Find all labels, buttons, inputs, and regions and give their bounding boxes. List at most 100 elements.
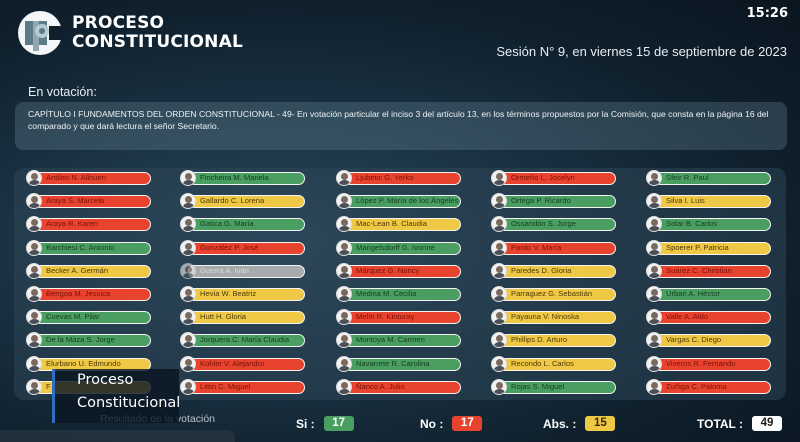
avatar: [336, 216, 352, 233]
brand-logo: PROCESO CONSTITUCIONAL: [17, 10, 243, 56]
voter-item: Ñanco A. Julio: [336, 378, 461, 395]
voter-name: Barchiesi C. Antonio: [34, 241, 151, 255]
voter-name: Bengoa M. Jessica: [34, 287, 151, 301]
voter-item: López P. María de los Ángeles: [336, 193, 461, 210]
si-label: Si :: [296, 416, 315, 431]
voter-name: Solar B. Carlos: [654, 218, 771, 232]
voter-item: Ljubetic G. Yerko: [336, 170, 461, 186]
voter-item: Vargas C. Diego: [646, 332, 771, 349]
voter-item: Ortega P. Ricardo: [491, 193, 616, 210]
voter-column-2: Fincheira M. Mariela Gallardo C. Lorena …: [180, 170, 305, 404]
voter-name: Suarez C. Christian: [654, 264, 771, 278]
brand-line-2: CONSTITUCIONAL: [72, 32, 243, 52]
avatar: [180, 170, 196, 186]
voter-name: Navarrete R. Carolina: [344, 357, 461, 371]
avatar: [491, 216, 507, 233]
avatar: [336, 193, 352, 210]
voter-item: Urban A. Héctor: [646, 285, 771, 302]
avatar: [646, 309, 662, 326]
avatar: [491, 239, 507, 256]
tally-no: No : 17: [420, 416, 483, 431]
voter-item: Spoerer P. Patricia: [646, 239, 771, 256]
voter-item: Suarez C. Christian: [646, 262, 771, 279]
voter-item: Guerra A. Iván: [180, 262, 305, 279]
avatar: [180, 285, 196, 302]
voter-name: Hevia W. Beatriz: [188, 287, 305, 301]
avatar: [491, 355, 507, 372]
si-count: 17: [323, 416, 354, 431]
avatar: [180, 332, 196, 349]
avatar: [336, 309, 352, 326]
voter-name: Medina M. Cecilia: [344, 287, 461, 301]
voter-name: Fincheira M. Mariela: [188, 172, 305, 185]
voter-item: Fincheira M. Mariela: [180, 170, 305, 186]
voter-item: Elurbano U. Edmundo: [26, 355, 151, 372]
voter-item: Littin C. Miguel: [180, 378, 305, 395]
avatar: [646, 285, 662, 302]
tally-abs: Abs. : 15: [543, 416, 616, 431]
avatar: [180, 262, 196, 279]
abs-count: 15: [585, 416, 616, 431]
voter-item: Cuevas M. Pilar: [26, 309, 151, 326]
tally-total: TOTAL : 49: [697, 416, 782, 431]
voter-item: Barchiesi C. Antonio: [26, 239, 151, 256]
voter-name: Silva I. Luis: [654, 195, 771, 209]
avatar: [26, 378, 42, 395]
avatar: [26, 309, 42, 326]
voter-item: Zuñiga C. Paloma: [646, 378, 771, 395]
avatar: [180, 355, 196, 372]
voter-item: Jorquera C. María Claudia: [180, 332, 305, 349]
voter-name: Pardo V. María: [499, 241, 616, 255]
voter-item: Gallardo C. Lorena: [180, 193, 305, 210]
voter-item: Araya S. Marcela: [26, 193, 151, 210]
voter-name: Melín R. Kinturay: [344, 311, 461, 325]
tally-si: Si : 17: [296, 416, 354, 431]
voter-item: Hutt H. Gloria: [180, 309, 305, 326]
total-count: 49: [752, 416, 782, 431]
avatar: [491, 378, 507, 395]
bottom-bar: [0, 430, 235, 442]
voter-name: Araya S. Marcela: [34, 195, 151, 209]
avatar: [336, 170, 352, 186]
voter-item: De la Maza S. Jorge: [26, 332, 151, 349]
voter-item: Paredes D. Gloria: [491, 262, 616, 279]
avatar: [26, 170, 42, 186]
voter-item: Rojas S. Miguel: [491, 378, 616, 395]
channel-watermark: Proceso Constitucional: [52, 369, 180, 423]
voter-item: Phillips D. Arturo: [491, 332, 616, 349]
avatar: [491, 309, 507, 326]
voter-name: Becker A. Germán: [34, 264, 151, 278]
voter-name: Márquez G. Nancy: [344, 264, 461, 278]
no-label: No :: [420, 416, 444, 431]
voter-column-5: Sfeir R. Paul Silva I. Luis Solar B. Car…: [646, 170, 771, 404]
voter-name: Phillips D. Arturo: [499, 334, 616, 348]
voter-name: Spoerer P. Patricia: [654, 241, 771, 255]
voter-item: Montoya M. Carmen: [336, 332, 461, 349]
voter-name: Recondo L. Carlos: [499, 357, 616, 371]
motion-description: CAPÍTULO I FUNDAMENTOS DEL ORDEN CONSTIT…: [15, 102, 787, 150]
voter-name: Parraguez G. Sebastián: [499, 287, 616, 301]
voter-name: Zuñiga C. Paloma: [654, 380, 771, 394]
session-info: Sesión N° 9, en viernes 15 de septiembre…: [496, 44, 787, 59]
voter-item: Becker A. Germán: [26, 262, 151, 279]
header: PROCESO CONSTITUCIONAL 15:26 Sesión N° 9…: [0, 0, 800, 80]
voter-name: Montoya M. Carmen: [344, 334, 461, 348]
voter-name: Ormeño L. Jocelyn: [499, 172, 616, 185]
voter-item: Hevia W. Beatriz: [180, 285, 305, 302]
voter-item: Pardo V. María: [491, 239, 616, 256]
avatar: [646, 262, 662, 279]
no-count: 17: [452, 416, 483, 431]
avatar: [180, 239, 196, 256]
avatar: [646, 239, 662, 256]
voter-item: Antileo N. Alihuen: [26, 170, 151, 186]
voter-name: González P. José: [188, 241, 305, 255]
voter-name: Gatica G. María: [188, 218, 305, 232]
voter-item: Bengoa M. Jessica: [26, 285, 151, 302]
avatar: [491, 285, 507, 302]
voter-name: Littin C. Miguel: [188, 380, 305, 394]
avatar: [646, 355, 662, 372]
voting-label: En votación:: [28, 85, 97, 99]
voter-name: Cuevas M. Pilar: [34, 311, 151, 325]
avatar: [336, 262, 352, 279]
voter-item: Silva I. Luis: [646, 193, 771, 210]
